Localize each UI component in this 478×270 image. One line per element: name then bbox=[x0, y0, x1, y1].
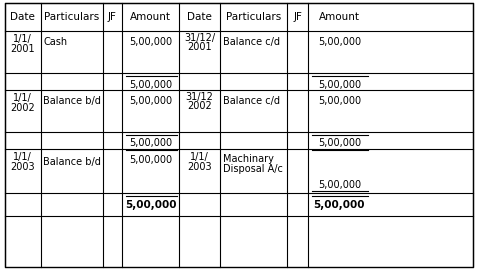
Text: Machinary: Machinary bbox=[223, 154, 273, 164]
Text: 5,00,000: 5,00,000 bbox=[318, 37, 361, 47]
Text: Cash: Cash bbox=[43, 37, 67, 47]
Text: 1/1/: 1/1/ bbox=[190, 152, 209, 162]
Text: 2002: 2002 bbox=[187, 101, 212, 111]
Text: 2002: 2002 bbox=[11, 103, 35, 113]
Text: Particulars: Particulars bbox=[226, 12, 281, 22]
Text: Balance b/d: Balance b/d bbox=[43, 157, 101, 167]
Text: 1/1/: 1/1/ bbox=[13, 34, 32, 44]
Text: 5,00,000: 5,00,000 bbox=[318, 180, 361, 190]
Text: 5,00,000: 5,00,000 bbox=[129, 155, 172, 165]
Text: 2003: 2003 bbox=[187, 162, 212, 172]
Text: Amount: Amount bbox=[319, 12, 360, 22]
Text: 31/12: 31/12 bbox=[185, 92, 214, 102]
Text: Balance c/d: Balance c/d bbox=[223, 37, 280, 47]
Text: 5,00,000: 5,00,000 bbox=[129, 37, 172, 47]
Text: 5,00,000: 5,00,000 bbox=[129, 138, 172, 149]
Text: Date: Date bbox=[10, 12, 35, 22]
Text: JF: JF bbox=[293, 12, 302, 22]
Text: Balance c/d: Balance c/d bbox=[223, 96, 280, 106]
Text: JF: JF bbox=[108, 12, 117, 22]
Text: 5,00,000: 5,00,000 bbox=[125, 200, 176, 210]
Text: 5,00,000: 5,00,000 bbox=[318, 80, 361, 90]
Text: 5,00,000: 5,00,000 bbox=[314, 200, 365, 210]
Text: 2001: 2001 bbox=[11, 44, 35, 55]
Text: 5,00,000: 5,00,000 bbox=[318, 96, 361, 106]
Text: Amount: Amount bbox=[130, 12, 171, 22]
Text: Particulars: Particulars bbox=[44, 12, 99, 22]
Text: 5,00,000: 5,00,000 bbox=[318, 138, 361, 149]
Text: 5,00,000: 5,00,000 bbox=[129, 80, 172, 90]
Text: Date: Date bbox=[187, 12, 212, 22]
Text: 2001: 2001 bbox=[187, 42, 212, 52]
Text: 1/1/: 1/1/ bbox=[13, 93, 32, 103]
Text: Balance b/d: Balance b/d bbox=[43, 96, 101, 106]
Text: Disposal A/c: Disposal A/c bbox=[223, 164, 282, 174]
Text: 5,00,000: 5,00,000 bbox=[129, 96, 172, 106]
Text: 31/12/: 31/12/ bbox=[184, 33, 215, 43]
Text: 1/1/: 1/1/ bbox=[13, 152, 32, 162]
Text: 2003: 2003 bbox=[11, 162, 35, 172]
